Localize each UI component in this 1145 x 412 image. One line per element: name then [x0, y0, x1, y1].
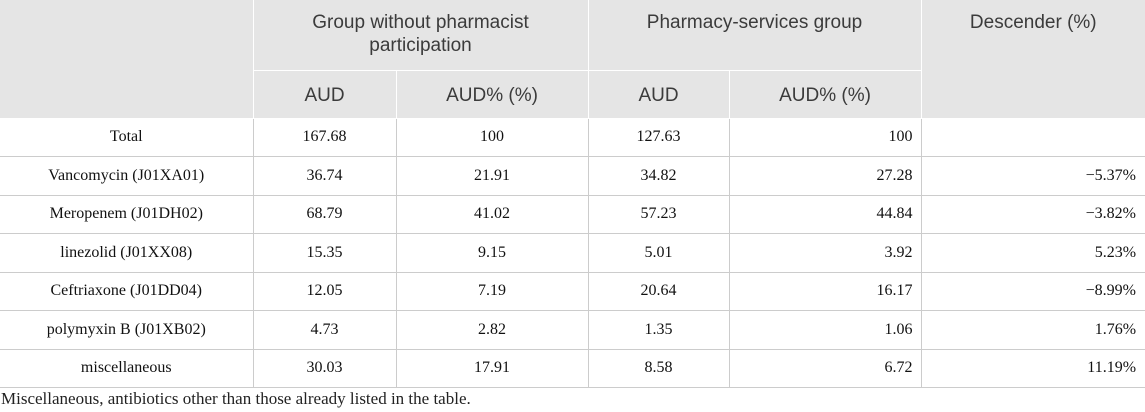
- cell-descender: 5.23%: [920, 233, 1145, 273]
- table-row-miscellaneous: miscellaneous 30.03 17.91 8.58 6.72 11.1…: [0, 348, 1145, 388]
- cell-drug-name: Ceftriaxone (J01DD04): [0, 271, 254, 311]
- cell-descender-empty: [920, 117, 1145, 157]
- header-pharmacy-services-group: Pharmacy-services group: [587, 0, 922, 71]
- cell-aud-pct-pharmacy-services: 6.72: [728, 348, 922, 388]
- cell-aud-without-pharmacist: 36.74: [252, 156, 397, 196]
- cell-aud-pharmacy-services: 127.63: [587, 117, 730, 157]
- cell-aud-without-pharmacist: 30.03: [252, 348, 397, 388]
- cell-aud-pct-without-pharmacist: 9.15: [395, 233, 589, 273]
- cell-drug-name: polymyxin B (J01XB02): [0, 310, 254, 350]
- table-body: Total 167.68 100 127.63 100 Vancomycin (…: [0, 117, 1145, 388]
- table-row-linezolid: linezolid (J01XX08) 15.35 9.15 5.01 3.92…: [0, 233, 1145, 273]
- cell-descender: 11.19%: [920, 348, 1145, 388]
- cell-aud-without-pharmacist: 4.73: [252, 310, 397, 350]
- cell-aud-pharmacy-services: 1.35: [587, 310, 730, 350]
- cell-drug-name: Vancomycin (J01XA01): [0, 156, 254, 196]
- cell-aud-pharmacy-services: 34.82: [587, 156, 730, 196]
- table-row-polymyxin-b: polymyxin B (J01XB02) 4.73 2.82 1.35 1.0…: [0, 310, 1145, 350]
- cell-aud-pct-pharmacy-services: 100: [728, 117, 922, 157]
- cell-descender: 1.76%: [920, 310, 1145, 350]
- table-header: Group without pharmacist participation P…: [0, 0, 1145, 119]
- cell-aud-pharmacy-services: 57.23: [587, 194, 730, 234]
- cell-aud-pct-without-pharmacist: 41.02: [395, 194, 589, 234]
- header-row-groups: Group without pharmacist participation P…: [0, 0, 1145, 119]
- cell-aud-pct-pharmacy-services: 44.84: [728, 194, 922, 234]
- cell-aud-pct-without-pharmacist: 100: [395, 117, 589, 157]
- cell-drug-name: linezolid (J01XX08): [0, 233, 254, 273]
- cell-aud-pct-pharmacy-services: 27.28: [728, 156, 922, 196]
- header-corner-cell: [0, 0, 254, 119]
- cell-descender: −5.37%: [920, 156, 1145, 196]
- cell-aud-pharmacy-services: 8.58: [587, 348, 730, 388]
- table-row-vancomycin: Vancomycin (J01XA01) 36.74 21.91 34.82 2…: [0, 156, 1145, 196]
- cell-drug-name: Meropenem (J01DH02): [0, 194, 254, 234]
- cell-descender: −8.99%: [920, 271, 1145, 311]
- table-footnote: Miscellaneous, antibiotics other than th…: [1, 389, 471, 408]
- cell-aud-pct-without-pharmacist: 7.19: [395, 271, 589, 311]
- subheader-aud-pharmacy-services: AUD: [587, 69, 730, 119]
- cell-aud-pct-without-pharmacist: 21.91: [395, 156, 589, 196]
- header-group-without-pharmacist: Group without pharmacist participation: [252, 0, 589, 71]
- table-row-total: Total 167.68 100 127.63 100: [0, 117, 1145, 157]
- cell-aud-pharmacy-services: 20.64: [587, 271, 730, 311]
- subheader-aud-pct-pharmacy-services: AUD% (%): [728, 69, 922, 119]
- cell-aud-without-pharmacist: 15.35: [252, 233, 397, 273]
- cell-aud-without-pharmacist: 167.68: [252, 117, 397, 157]
- cell-aud-pct-pharmacy-services: 16.17: [728, 271, 922, 311]
- cell-drug-name: miscellaneous: [0, 348, 254, 388]
- cell-aud-pct-without-pharmacist: 17.91: [395, 348, 589, 388]
- subheader-aud-pct-without-pharmacist: AUD% (%): [395, 69, 589, 119]
- cell-drug-name: Total: [0, 117, 254, 157]
- cell-descender: −3.82%: [920, 194, 1145, 234]
- cell-aud-pct-without-pharmacist: 2.82: [395, 310, 589, 350]
- header-group-without-pharmacist-label: Group without pharmacist participation: [312, 12, 529, 56]
- antibiotic-aud-table: Group without pharmacist participation P…: [0, 0, 1145, 388]
- header-descender: Descender (%): [920, 0, 1145, 119]
- cell-aud-without-pharmacist: 68.79: [252, 194, 397, 234]
- table-row-meropenem: Meropenem (J01DH02) 68.79 41.02 57.23 44…: [0, 194, 1145, 234]
- cell-aud-pharmacy-services: 5.01: [587, 233, 730, 273]
- cell-aud-pct-pharmacy-services: 1.06: [728, 310, 922, 350]
- header-row-subcolumns: AUD AUD% (%) AUD AUD% (%): [0, 69, 1145, 119]
- cell-aud-without-pharmacist: 12.05: [252, 271, 397, 311]
- cell-aud-pct-pharmacy-services: 3.92: [728, 233, 922, 273]
- subheader-aud-without-pharmacist: AUD: [252, 69, 397, 119]
- table-row-ceftriaxone: Ceftriaxone (J01DD04) 12.05 7.19 20.64 1…: [0, 271, 1145, 311]
